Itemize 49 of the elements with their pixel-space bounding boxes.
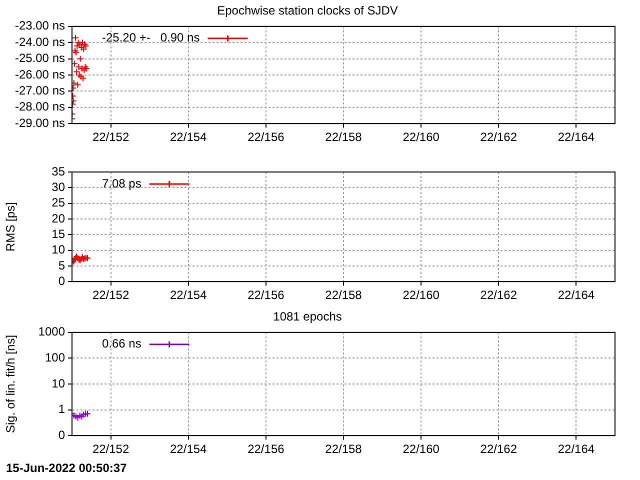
x-tick-label: 22/158 xyxy=(325,130,362,144)
text: 15-Jun-2022 00:50:37 xyxy=(6,461,127,475)
x-tick-label: 22/154 xyxy=(170,130,208,144)
x-tick-label: 22/154 xyxy=(170,288,208,302)
y-tick-label: 0 xyxy=(58,274,66,288)
y-tick-label: 35 xyxy=(52,164,66,178)
y-tick-label: 30 xyxy=(52,180,66,194)
chart-title: 1081 epochs xyxy=(273,310,342,324)
y-tick-label: 0 xyxy=(58,428,66,442)
y-tick-label: -24.00 ns xyxy=(14,34,65,49)
x-tick-label: 22/162 xyxy=(480,130,518,144)
x-tick-label: 22/160 xyxy=(402,442,440,456)
x-tick-label: 22/162 xyxy=(480,442,518,456)
y-tick-label: 1000 xyxy=(38,324,66,339)
y-tick-label: -27.00 ns xyxy=(14,84,65,98)
y-tick-label: 100 xyxy=(44,350,66,365)
x-tick-label: 22/156 xyxy=(248,288,285,302)
x-tick-label: 22/164 xyxy=(558,130,595,144)
y-tick-label: -28.00 ns xyxy=(14,100,65,114)
y-tick-label: -25.00 ns xyxy=(14,51,65,66)
x-tick-label: 22/162 xyxy=(480,288,518,302)
x-tick-label: 22/152 xyxy=(92,442,130,456)
legend-label: 7.08 ps xyxy=(102,176,142,190)
x-tick-label: 22/158 xyxy=(325,442,362,456)
x-tick-label: 22/158 xyxy=(325,288,362,302)
x-tick-label: 22/160 xyxy=(402,130,440,144)
x-tick-label: 22/156 xyxy=(248,130,285,144)
y-tick-label: -23.00 ns xyxy=(14,18,65,33)
chart-title: Epochwise station clocks of SJDV xyxy=(217,4,398,18)
x-tick-label: 22/164 xyxy=(558,442,595,456)
y-axis-title: Sig. of lin. fit/h [ns] xyxy=(4,334,18,434)
legend-label: 0.66 ns xyxy=(102,336,142,351)
x-tick-label: 22/152 xyxy=(92,288,130,302)
y-tick-label: 25 xyxy=(52,196,66,210)
y-tick-label: 15 xyxy=(52,226,66,241)
x-tick-label: 22/154 xyxy=(170,442,208,456)
y-tick-label: 1 xyxy=(58,402,66,416)
x-tick-label: 22/160 xyxy=(402,288,440,302)
y-tick-label: 10 xyxy=(52,376,66,390)
y-tick-label: -29.00 ns xyxy=(14,116,65,130)
y-tick-label: 20 xyxy=(52,211,66,226)
y-tick-label: 10 xyxy=(52,242,66,257)
legend-label: -25.20 +- 0.90 ns xyxy=(102,30,200,45)
y-tick-label: -26.00 ns xyxy=(14,67,65,82)
x-tick-label: 22/152 xyxy=(92,130,130,144)
x-tick-label: 22/164 xyxy=(558,288,595,302)
x-tick-label: 22/156 xyxy=(248,442,285,456)
y-tick-label: 5 xyxy=(58,258,66,272)
y-axis-title: RMS [ps] xyxy=(4,202,18,252)
